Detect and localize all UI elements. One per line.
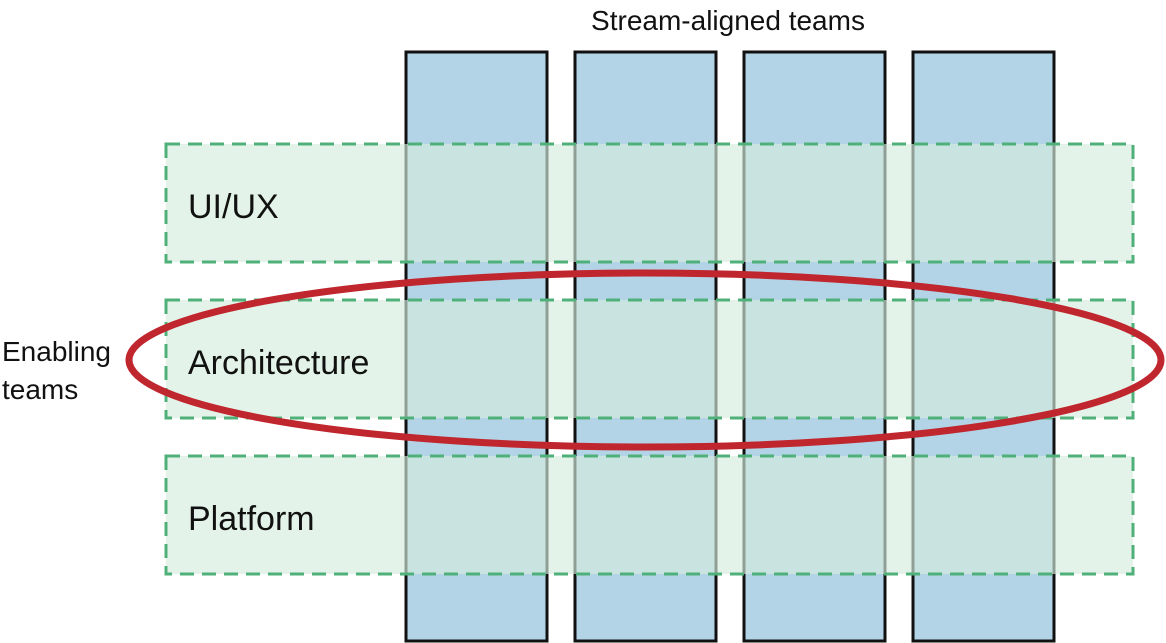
band-platform [164,454,1135,576]
stream-aligned-title: Stream-aligned teams [591,5,865,36]
band-label-platform: Platform [188,500,315,538]
band-architecture [164,298,1135,420]
band-ui-ux [164,142,1135,264]
enabling-bands [164,142,1135,576]
band-label-ui-ux: UI/UX [188,188,279,226]
enabling-teams-label-line1: Enabling [2,336,111,367]
band-label-architecture: Architecture [188,344,369,382]
enabling-teams-label-line2: teams [2,374,78,405]
architecture-highlight-ellipse [125,269,1165,451]
